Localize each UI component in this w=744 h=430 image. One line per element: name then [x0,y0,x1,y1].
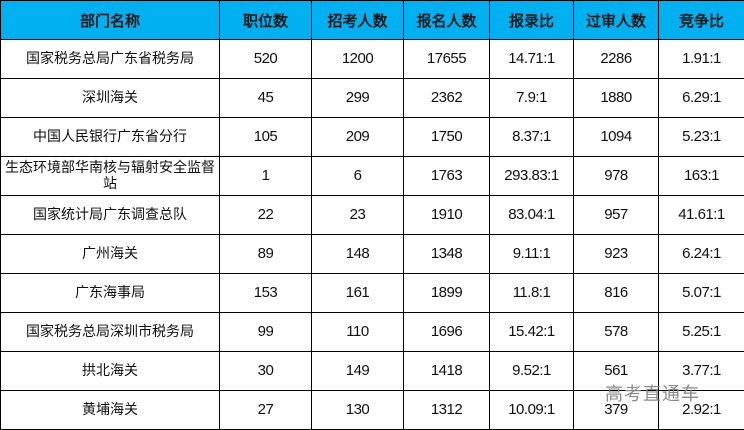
value-cell: 11.8:1 [489,273,574,313]
department-name-cell: 广东海事局 [0,273,220,313]
value-cell: 5.07:1 [658,273,744,313]
value-cell: 23 [311,195,404,235]
department-name-cell: 黄埔海关 [0,390,220,430]
value-cell: 2286 [573,39,659,79]
value-cell: 149 [311,351,404,391]
value-cell: 1696 [403,312,490,352]
value-cell: 17655 [403,39,490,79]
table-row: 广州海关 89 148 1348 9.11:1 923 6.24:1 [0,234,744,274]
table-row: 黄埔海关 27 130 1312 10.09:1 379 2.92:1 [0,390,744,430]
value-cell: 105 [219,117,312,157]
value-cell: 293.83:1 [489,156,574,196]
value-cell: 923 [573,234,659,274]
value-cell: 6.24:1 [658,234,744,274]
column-header: 报名人数 [403,0,490,40]
department-name-cell: 国家统计局广东调查总队 [0,195,220,235]
value-cell: 1763 [403,156,490,196]
value-cell: 14.71:1 [489,39,574,79]
value-cell: 6 [311,156,404,196]
column-header: 报录比 [489,0,574,40]
value-cell: 45 [219,78,312,118]
column-header: 部门名称 [0,0,220,40]
value-cell: 1348 [403,234,490,274]
department-name-cell: 国家税务总局广东省税务局 [0,39,220,79]
column-header: 职位数 [219,0,312,40]
value-cell: 1750 [403,117,490,157]
value-cell: 1880 [573,78,659,118]
value-cell: 89 [219,234,312,274]
header-row: 部门名称 职位数 招考人数 报名人数 报录比 过审人数 竞争比 [0,0,744,40]
table-row: 生态环境部华南核与辐射安全监督站 1 6 1763 293.83:1 978 163:1 [0,156,744,196]
value-cell: 816 [573,273,659,313]
value-cell: 10.09:1 [489,390,574,430]
value-cell: 1910 [403,195,490,235]
value-cell: 2362 [403,78,490,118]
watermark-text: 高考直通车 [605,384,700,405]
department-name-cell: 生态环境部华南核与辐射安全监督站 [0,156,220,196]
value-cell: 9.52:1 [489,351,574,391]
table-row: 拱北海关 30 149 1418 9.52:1 561 3.77:1 [0,351,744,391]
table-row: 广东海事局 153 161 1899 11.8:1 816 5.07:1 [0,273,744,313]
value-cell: 957 [573,195,659,235]
value-cell: 110 [311,312,404,352]
value-cell: 6.29:1 [658,78,744,118]
department-name-cell: 中国人民银行广东省分行 [0,117,220,157]
value-cell: 578 [573,312,659,352]
value-cell: 22 [219,195,312,235]
value-cell: 209 [311,117,404,157]
table-row: 深圳海关 45 299 2362 7.9:1 1880 6.29:1 [0,78,744,118]
value-cell: 1899 [403,273,490,313]
value-cell: 7.9:1 [489,78,574,118]
value-cell: 130 [311,390,404,430]
value-cell: 1 [219,156,312,196]
table-row: 国家统计局广东调查总队 22 23 1910 83.04:1 957 41.61:1 [0,195,744,235]
value-cell: 148 [311,234,404,274]
column-header: 过审人数 [573,0,659,40]
table-row: 中国人民银行广东省分行 105 209 1750 8.37:1 1094 5.23:1 [0,117,744,157]
value-cell: 1200 [311,39,404,79]
value-cell: 99 [219,312,312,352]
department-name-cell: 拱北海关 [0,351,220,391]
value-cell: 153 [219,273,312,313]
department-name-cell: 广州海关 [0,234,220,274]
value-cell: 1094 [573,117,659,157]
value-cell: 5.25:1 [658,312,744,352]
column-header: 招考人数 [311,0,404,40]
department-name-cell: 国家税务总局深圳市税务局 [0,312,220,352]
value-cell: 1.91:1 [658,39,744,79]
value-cell: 15.42:1 [489,312,574,352]
value-cell: 520 [219,39,312,79]
value-cell: 30 [219,351,312,391]
column-header: 竞争比 [658,0,744,40]
value-cell: 83.04:1 [489,195,574,235]
table-row: 国家税务总局广东省税务局 520 1200 17655 14.71:1 2286 1.91:… [0,39,744,79]
value-cell: 1312 [403,390,490,430]
value-cell: 2.92:1 [658,390,744,430]
value-cell: 299 [311,78,404,118]
value-cell: 161 [311,273,404,313]
value-cell: 9.11:1 [489,234,574,274]
value-cell: 1418 [403,351,490,391]
value-cell: 3.77:1 [658,351,744,391]
table-row: 国家税务总局深圳市税务局 99 110 1696 15.42:1 578 5.25:1 [0,312,744,352]
value-cell: 163:1 [658,156,744,196]
value-cell: 27 [219,390,312,430]
value-cell: 8.37:1 [489,117,574,157]
value-cell: 41.61:1 [658,195,744,235]
value-cell: 978 [573,156,659,196]
value-cell: 5.23:1 [658,117,744,157]
department-name-cell: 深圳海关 [0,78,220,118]
